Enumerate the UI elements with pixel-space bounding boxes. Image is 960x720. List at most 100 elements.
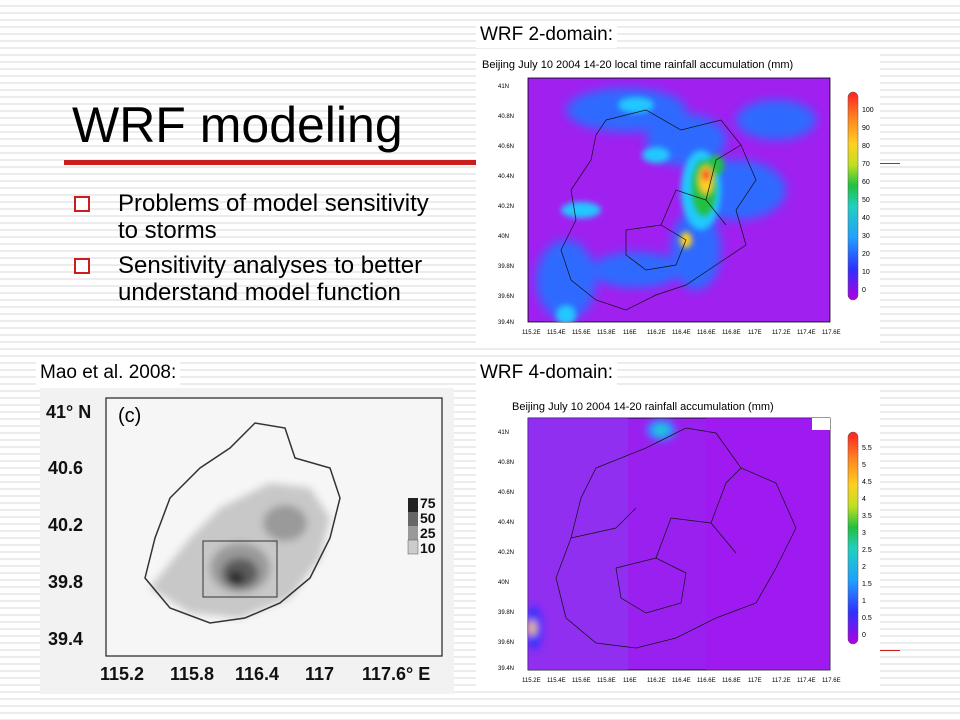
legend-label: 50 [420, 510, 436, 526]
colorbar-label: 2 [862, 564, 866, 571]
colorbar-label: 20 [862, 251, 870, 258]
accent-line [880, 163, 900, 164]
wrf2-colorbar-labels: 100 90 80 70 60 50 40 30 20 10 0 [862, 107, 874, 294]
colorbar-label: 5.5 [862, 445, 872, 452]
beijing-boundary [144, 422, 341, 624]
x-tick-label: 115.2E [522, 330, 541, 336]
colorbar-label: 5 [862, 462, 866, 469]
colorbar-label: 0 [862, 287, 866, 294]
x-tick-label: 115.6E [572, 330, 591, 336]
mao-legend: 75 50 25 10 [407, 495, 436, 556]
x-tick-label: 117.6E [822, 330, 841, 336]
colorbar-label: 2.5 [862, 547, 872, 554]
colorbar-label: 100 [862, 107, 874, 114]
colorbar-label: 70 [862, 161, 870, 168]
y-tick-label: 39.8N [498, 610, 514, 616]
inner-domain-box [202, 540, 278, 598]
y-tick-label: 40.4N [498, 520, 514, 526]
x-tick-label: 116.4E [672, 330, 691, 336]
wrf4-map: Beijing July 10 2004 14-20 rainfall accu… [498, 401, 872, 684]
colorbar-label: 0 [862, 632, 866, 639]
bullet-item: Problems of model sensitivity to storms [72, 190, 452, 244]
legend-label: 25 [420, 525, 436, 541]
colorbar-label: 40 [862, 215, 870, 222]
x-tick-label: 116E [623, 330, 637, 336]
y-tick-label: 40.6N [498, 490, 514, 496]
square-bullet-icon [74, 258, 90, 274]
bullet-list: Problems of model sensitivity to storms … [72, 190, 452, 314]
x-tick-label: 115.8E [597, 330, 616, 336]
y-tick-label: 39.4N [498, 320, 514, 326]
colorbar-label: 4 [862, 496, 866, 503]
mao-rain-field [144, 422, 341, 624]
y-tick-label: 39.6N [498, 640, 514, 646]
y-tick-label: 39.8N [498, 264, 514, 270]
y-tick-label: 39.6N [498, 294, 514, 300]
x-tick-label: 115.2 [100, 664, 144, 684]
wrf2-map-panel: Beijing July 10 2004 14-20 local time ra… [476, 50, 880, 348]
y-tick-label: 40.8N [498, 460, 514, 466]
x-tick-label: 116.2E [647, 678, 666, 684]
x-tick-label: 115.8 [170, 664, 214, 684]
y-tick-label: 41N [498, 84, 509, 90]
wrf4-colorbar-labels: 5.5 5 4.5 4 3.5 3 2.5 2 1.5 1 0.5 0 [862, 445, 872, 639]
x-tick-label: 117.6° E [362, 664, 430, 684]
y-tick-label: 40.4N [498, 174, 514, 180]
y-tick-label: 40N [498, 580, 509, 586]
x-tick-label: 115.6E [572, 678, 591, 684]
x-tick-label: 115.8E [597, 678, 616, 684]
wrf4-boundaries [555, 427, 797, 649]
colorbar-label: 0.5 [862, 615, 872, 622]
mao-label: Mao et al. 2008: [36, 360, 181, 386]
wrf2-rain-field [536, 88, 816, 322]
x-tick-label: 117.2E [772, 678, 791, 684]
wrf4-y-ticks: 41N 40.8N 40.6N 40.4N 40.2N 40N 39.8N 39… [498, 430, 514, 672]
x-tick-label: 116.4 [235, 664, 279, 684]
title-accent-bar [64, 160, 504, 165]
wrf4-rain-field [528, 418, 830, 670]
wrf4-colorbar [847, 431, 859, 645]
y-tick-label: 39.8 [48, 572, 83, 592]
y-tick-label: 40.2N [498, 204, 514, 210]
wrf2-colorbar [847, 91, 859, 301]
x-tick-label: 115.4E [547, 330, 566, 336]
wrf4-label: WRF 4-domain: [476, 360, 618, 386]
bullet-text: Problems of model sensitivity to storms [118, 190, 429, 244]
wrf4-x-ticks: 115.2E 115.4E 115.6E 115.8E 116E 116.2E … [522, 678, 841, 684]
wrf2-label: WRF 2-domain: [476, 22, 618, 48]
wrf2-chart-title: Beijing July 10 2004 14-20 local time ra… [482, 59, 793, 71]
colorbar-label: 3.5 [862, 513, 872, 520]
colorbar-label: 50 [862, 197, 870, 204]
x-tick-label: 116E [623, 678, 637, 684]
y-tick-label: 41N [498, 430, 509, 436]
panel-tag: (c) [118, 405, 141, 427]
bullet-item: Sensitivity analyses to better understan… [72, 252, 452, 306]
x-tick-label: 117.4E [797, 678, 816, 684]
legend-label: 10 [420, 540, 436, 556]
colorbar-label: 30 [862, 233, 870, 240]
y-tick-label: 40.8N [498, 114, 514, 120]
wrf4-chart-title: Beijing July 10 2004 14-20 rainfall accu… [512, 401, 774, 413]
colorbar-label: 1 [862, 598, 866, 605]
x-tick-label: 116.6E [697, 330, 716, 336]
y-tick-label: 40N [498, 234, 509, 240]
x-tick-label: 117.2E [772, 330, 791, 336]
colorbar-label: 4.5 [862, 479, 872, 486]
y-tick-label: 40.6 [48, 458, 83, 478]
mao-y-ticks: 41° N 40.6 40.2 39.8 39.4 [46, 402, 91, 649]
y-tick-label: 39.4N [498, 666, 514, 672]
y-tick-label: 41° N [46, 402, 91, 422]
x-tick-label: 116.6E [697, 678, 716, 684]
colorbar-label: 10 [862, 269, 870, 276]
colorbar-label: 80 [862, 143, 870, 150]
x-tick-label: 115.2E [522, 678, 541, 684]
mao-x-ticks: 115.2 115.8 116.4 117 117.6° E [100, 664, 430, 684]
wrf2-boundaries [560, 109, 757, 311]
colorbar-label: 1.5 [862, 581, 872, 588]
x-tick-label: 117.6E [822, 678, 841, 684]
square-bullet-icon [74, 196, 90, 212]
mao-map-panel: (c) 41° N 40.6 40.2 39.8 39.4 115.2 115.… [40, 388, 454, 694]
colorbar-label: 60 [862, 179, 870, 186]
accent-line [880, 650, 900, 651]
x-tick-label: 116.8E [722, 678, 741, 684]
